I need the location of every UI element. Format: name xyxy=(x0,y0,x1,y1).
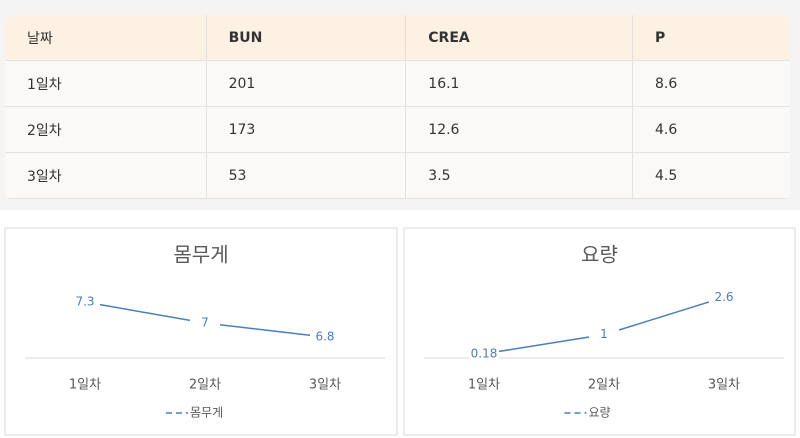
data-label: 7 xyxy=(201,316,209,330)
x-tick-label: 1일차 xyxy=(468,378,500,393)
table-cell: 16.1 xyxy=(405,60,633,107)
data-label: 7.3 xyxy=(75,295,94,309)
header-cell: P xyxy=(632,15,790,61)
table-panel: 날짜 BUN CREA P 1일차 201 16.1 8.6 2일차 173 12.6 4.6 3일차 5… xyxy=(0,0,800,210)
header-cell: 날짜 xyxy=(5,15,207,61)
data-label: 1 xyxy=(600,327,608,341)
x-tick-label: 2일차 xyxy=(588,378,620,393)
table-cell: 2일차 xyxy=(5,106,207,153)
table-row: 1일차 201 16.1 8.6 xyxy=(5,60,790,107)
table-cell: 201 xyxy=(206,60,407,107)
table-cell: 12.6 xyxy=(405,106,633,153)
header-cell: CREA xyxy=(405,15,633,61)
table-cell: 4.6 xyxy=(632,106,790,153)
label-bg xyxy=(589,326,619,343)
x-tick-label: 3일차 xyxy=(309,378,341,393)
table-cell: 3.5 xyxy=(405,152,633,199)
table-cell: 53 xyxy=(206,152,407,199)
label-bg xyxy=(709,289,739,306)
x-tick-label: 2일차 xyxy=(189,378,221,393)
data-label: 0.18 xyxy=(471,346,498,360)
data-table: 날짜 BUN CREA P 1일차 201 16.1 8.6 2일차 173 12.6 4.6 3일차 5… xyxy=(5,15,790,199)
label-bg xyxy=(190,315,220,331)
data-label: 6.8 xyxy=(315,330,334,344)
label-bg xyxy=(70,294,100,310)
legend-label: 몸무게 xyxy=(190,406,223,420)
label-bg xyxy=(310,329,340,345)
table-cell: 1일차 xyxy=(5,60,207,107)
x-tick-label: 1일차 xyxy=(69,378,101,393)
x-tick-label: 3일차 xyxy=(708,378,740,393)
data-label: 2.6 xyxy=(714,290,733,304)
table-cell: 3일차 xyxy=(5,152,207,199)
legend-label: 요량 xyxy=(589,406,611,420)
table-cell: 4.5 xyxy=(632,152,790,199)
table-row: 3일차 53 3.5 4.5 xyxy=(5,152,790,199)
table-cell: 173 xyxy=(206,106,407,153)
table-row: 2일차 173 12.6 4.6 xyxy=(5,106,790,153)
chart-title: 요량 xyxy=(581,243,618,267)
header-cell: BUN xyxy=(206,15,407,61)
table-cell: 8.6 xyxy=(632,60,790,107)
chart-title: 몸무게 xyxy=(173,243,228,267)
label-bg xyxy=(469,345,499,362)
